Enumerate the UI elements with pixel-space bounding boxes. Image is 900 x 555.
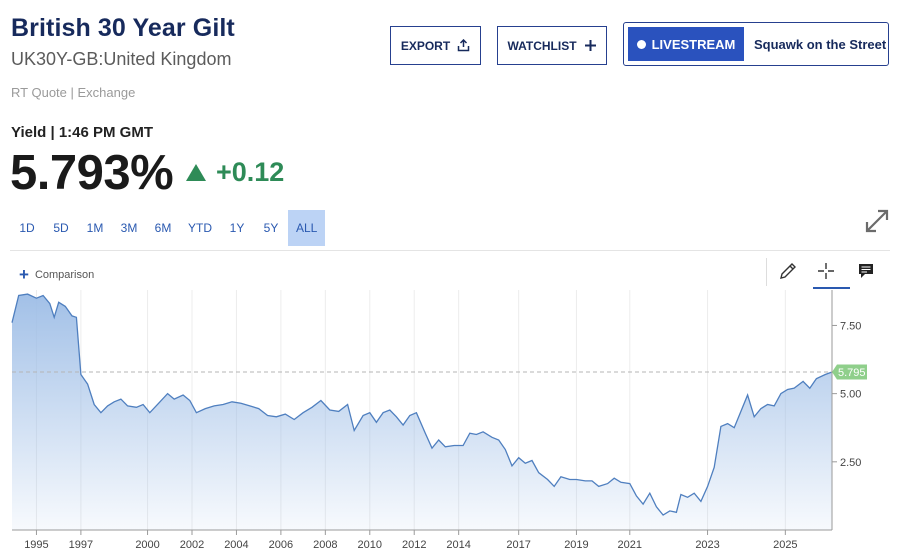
y-tick-label: 5.00 xyxy=(840,389,861,401)
active-tool-indicator xyxy=(813,287,850,289)
range-1m[interactable]: 1M xyxy=(86,221,104,235)
show-name-link[interactable]: Squawk on the Street xyxy=(754,37,887,52)
x-tick-label: 1995 xyxy=(24,539,48,551)
y-tick-label: 2.50 xyxy=(840,457,861,469)
watchlist-button[interactable]: WATCHLIST xyxy=(497,26,607,65)
price-change: +0.12 xyxy=(186,157,284,188)
x-tick-label: 2006 xyxy=(269,539,293,551)
livestream-panel: LIVESTREAM Squawk on the Street xyxy=(623,22,889,66)
draw-tool-button[interactable] xyxy=(774,258,802,284)
x-tick-label: 2004 xyxy=(224,539,248,551)
x-tick-label: 2023 xyxy=(695,539,719,551)
comparison-label: Comparison xyxy=(34,268,95,281)
last-value-tag: 5.795 xyxy=(832,364,867,380)
x-tick-label: 2014 xyxy=(446,539,470,551)
yield-time: Yield | 1:46 PM GMT xyxy=(11,124,154,141)
pencil-icon xyxy=(780,263,796,279)
divider xyxy=(10,250,890,251)
range-all[interactable]: ALL xyxy=(288,210,326,246)
livestream-button[interactable]: LIVESTREAM xyxy=(628,27,744,61)
x-tick-label: 2021 xyxy=(618,539,642,551)
x-tick-label: 2012 xyxy=(402,539,426,551)
export-label: EXPORT xyxy=(400,38,451,53)
change-value: +0.12 xyxy=(216,157,285,187)
x-tick-label: 2010 xyxy=(358,539,382,551)
x-tick-label: 2025 xyxy=(773,539,797,551)
rt-quote-label: RT Quote | Exchange xyxy=(11,85,136,100)
livestream-label: LIVESTREAM xyxy=(651,36,736,52)
range-3m[interactable]: 3M xyxy=(120,221,138,235)
share-icon xyxy=(457,39,470,52)
page-title: British 30 Year Gilt xyxy=(11,14,235,42)
export-button[interactable]: EXPORT xyxy=(390,26,481,65)
x-tick-label: 2008 xyxy=(313,539,337,551)
series-line xyxy=(11,293,833,516)
last-price: 5.793% xyxy=(10,146,174,200)
range-5y[interactable]: 5Y xyxy=(263,221,279,235)
last-value-label: 5.795 xyxy=(838,367,866,379)
comment-icon xyxy=(859,264,873,278)
range-ytd[interactable]: YTD xyxy=(188,221,212,235)
comment-tool-button[interactable] xyxy=(852,258,880,284)
x-tick-label: 2017 xyxy=(506,539,530,551)
crosshair-icon xyxy=(818,263,834,279)
range-1y[interactable]: 1Y xyxy=(229,221,245,235)
symbol-subtitle: UK30Y-GB:United Kingdom xyxy=(11,49,232,69)
range-1d[interactable]: 1D xyxy=(19,221,35,235)
toolbar-divider xyxy=(766,258,767,286)
x-tick-label: 1997 xyxy=(69,539,93,551)
range-6m[interactable]: 6M xyxy=(154,221,172,235)
up-arrow-icon xyxy=(186,164,206,181)
range-selector: 1D 5D 1M 3M 6M YTD 1Y 5Y ALL xyxy=(10,210,326,246)
yield-chart[interactable]: 1995 1997 2000 2002 2004 2006 2008 2010 2012 2014… xyxy=(0,290,900,555)
plus-icon: + xyxy=(19,265,29,284)
plus-icon xyxy=(584,40,596,51)
area-fill xyxy=(12,294,832,530)
range-5d[interactable]: 5D xyxy=(53,221,69,235)
y-tick-label: 7.50 xyxy=(840,320,861,332)
expand-icon[interactable] xyxy=(864,208,890,234)
live-dot-icon xyxy=(636,39,646,49)
comparison-button[interactable]: + Comparison xyxy=(19,266,94,283)
x-tick-label: 2019 xyxy=(564,539,588,551)
x-tick-label: 2000 xyxy=(135,539,159,551)
crosshair-tool-button[interactable] xyxy=(812,258,840,284)
x-tick-label: 2002 xyxy=(180,539,204,551)
watchlist-label: WATCHLIST xyxy=(507,38,577,53)
